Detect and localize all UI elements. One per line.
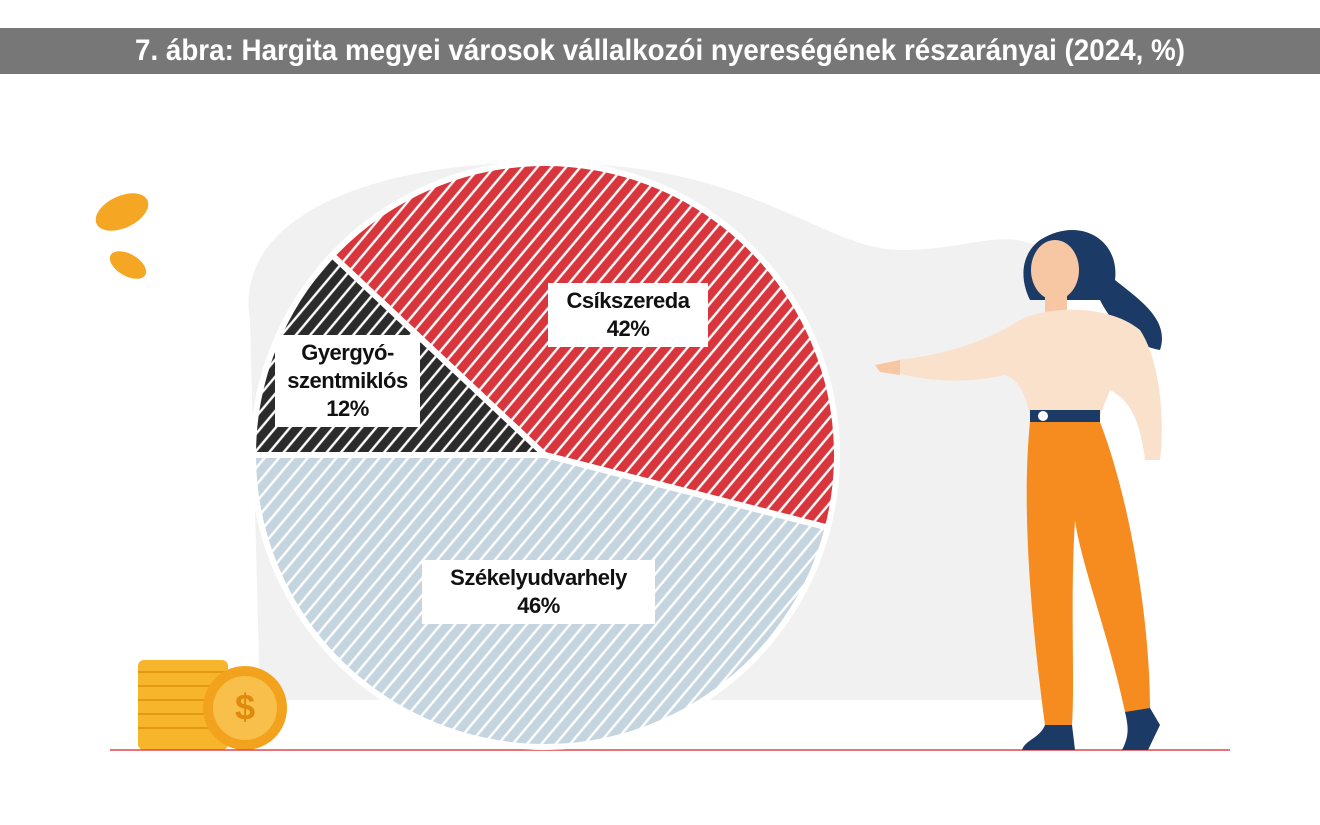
- slice-label: Gyergyó-szentmiklós 12%: [275, 335, 420, 427]
- value-label: 46%: [517, 593, 560, 618]
- svg-text:$: $: [235, 687, 255, 728]
- slice-label: Csíkszereda 42%: [548, 283, 708, 347]
- slice-label: Székelyudvarhely 46%: [422, 560, 655, 624]
- category-label: Csíkszereda: [566, 288, 690, 313]
- person-illustration: [875, 229, 1162, 750]
- title-bar: [0, 28, 1320, 74]
- chart-title: 7. ábra: Hargita megyei városok vállalko…: [135, 34, 1185, 67]
- value-label: 42%: [606, 316, 650, 341]
- coins-decoration: $: [95, 193, 287, 750]
- category-label: Gyergyó-szentmiklós: [287, 340, 408, 393]
- value-label: 12%: [326, 396, 369, 421]
- category-label: Székelyudvarhely: [450, 565, 627, 590]
